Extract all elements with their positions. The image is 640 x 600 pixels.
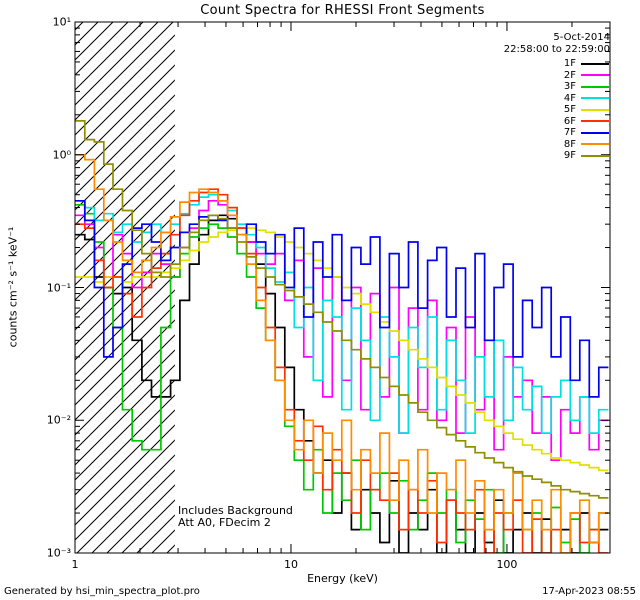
legend-item-4F: 4F [564,93,609,105]
legend-label: 9F [563,150,576,162]
legend-label: 8F [563,138,576,150]
x-tick-label: 1 [71,558,79,571]
series-9F-path [75,120,609,499]
legend-item-8F: 8F [564,139,609,151]
legend-color-line [581,131,609,134]
legend-color-line [581,154,609,157]
legend-item-5F: 5F [564,104,609,116]
legend-label: 1F [563,58,576,70]
legend-color-line [581,85,609,88]
annotation-includes-background: Includes Background [178,504,293,517]
y-tick-label: 10¹ [52,15,71,29]
legend-color-line [581,143,609,146]
legend-item-1F: 1F [564,58,609,70]
chart-title: Count Spectra for RHESSI Front Segments [200,3,485,18]
y-tick-label: 10⁻³ [46,546,71,560]
legend-item-2F: 2F [564,70,609,82]
series-8F-path [75,153,609,553]
x-tick-label: 100 [496,558,518,571]
legend-label: 4F [563,92,576,104]
series-7F-path [75,199,609,398]
y-tick-label: 10⁻¹ [46,281,71,294]
legend-label: 3F [563,81,576,93]
legend-item-9F: 9F [564,150,609,162]
observation-time-range: 22:58:00 to 22:59:00 [503,44,610,55]
annotation-attenuator-state: Att A0, FDecim 2 [178,516,271,529]
legend-label: 7F [563,127,576,139]
footer-timestamp: 17-Apr-2023 08:55 [542,586,636,597]
detector-legend: 1F 2F 3F 4F 5F 6F 7F 8F 9F [564,58,609,162]
y-axis-label: counts cm⁻² s⁻¹ keV⁻¹ [6,226,20,348]
legend-item-6F: 6F [564,116,609,128]
y-tick-label: 10⁻² [46,413,71,427]
legend-color-line [581,120,609,123]
y-tick-label: 10⁰ [52,148,71,162]
series-6F-path [75,188,609,553]
legend-label: 6F [563,115,576,127]
legend-color-line [581,62,609,65]
footer-generator-text: Generated by hsi_min_spectra_plot.pro [4,586,200,597]
legend-label: 2F [563,69,576,81]
legend-color-line [581,97,609,100]
x-axis-label: Energy (keV) [307,572,378,585]
legend-color-line [581,108,609,111]
legend-item-3F: 3F [564,81,609,93]
legend-item-7F: 7F [564,127,609,139]
legend-color-line [581,74,609,77]
x-tick-label: 10 [283,558,298,571]
legend-label: 5F [563,104,576,116]
observation-date: 5-Oct-2014 [553,32,610,43]
